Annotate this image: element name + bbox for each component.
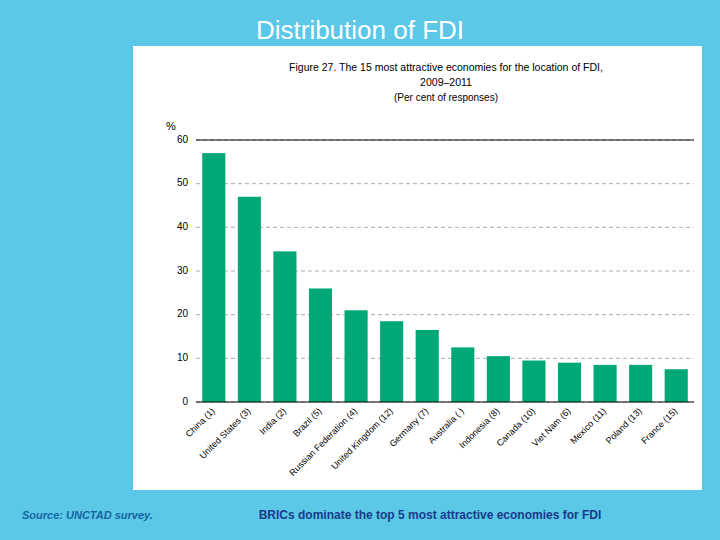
chart-title: Figure 27. The 15 most attractive econom… <box>289 61 603 73</box>
slide-title: Distribution of FDI <box>256 15 464 45</box>
grid-line <box>196 358 694 359</box>
x-tick-label: Germany (7) <box>388 406 431 449</box>
grid-line <box>196 227 694 228</box>
x-tick-label: Indonesia (8) <box>457 406 501 450</box>
grid-line <box>196 271 694 272</box>
x-tick-label: United States (3) <box>198 406 253 461</box>
x-tick-label: Viet Nam (6) <box>530 406 573 449</box>
bar <box>238 197 261 402</box>
y-tick-label: 40 <box>177 221 189 232</box>
content-panel <box>133 46 702 490</box>
bars <box>202 153 688 402</box>
bar <box>558 363 581 402</box>
bar <box>665 369 688 402</box>
grid-line <box>196 183 694 184</box>
x-tick-label: China (1) <box>184 406 217 439</box>
chart-title: 2009–2011 <box>420 76 472 88</box>
bar <box>202 153 225 402</box>
y-tick-label: 60 <box>177 134 189 145</box>
bar <box>273 251 296 402</box>
x-axis-line <box>196 402 694 403</box>
grid-line <box>196 402 694 403</box>
x-tick-label: Poland (13) <box>604 406 644 446</box>
y-tick-label: 0 <box>182 396 188 407</box>
y-tick-label: 20 <box>177 308 189 319</box>
bottom-text: BRICs dominate the top 5 most attractive… <box>259 508 602 522</box>
x-tick-label: India (2) <box>258 406 288 436</box>
source-text: Source: UNCTAD survey. <box>22 509 153 521</box>
x-tick-label: France (15) <box>639 406 679 446</box>
y-tick-label: 50 <box>177 177 189 188</box>
x-tick-label: United Kingdom (12) <box>329 406 394 471</box>
bar <box>309 288 332 402</box>
x-tick-label: Russian Federation (4) <box>287 406 359 478</box>
grid-line <box>196 314 694 315</box>
grid-line <box>196 140 694 141</box>
bar <box>380 321 403 402</box>
top-border <box>196 140 694 141</box>
bar <box>416 330 439 402</box>
y-tick-label: 30 <box>177 265 189 276</box>
x-tick-label: Mexico (11) <box>568 406 608 446</box>
y-axis-label: % <box>166 120 176 132</box>
bar <box>594 365 617 402</box>
bar <box>345 310 368 402</box>
x-tick-label: Brazil (5) <box>291 406 324 439</box>
bar <box>629 365 652 402</box>
bar <box>522 361 545 402</box>
grid <box>196 140 694 402</box>
slide: Distribution of FDI Figure 27. The 15 mos… <box>0 0 720 540</box>
y-tick-label: 10 <box>177 352 189 363</box>
bar <box>487 356 510 402</box>
chart-subtitle: (Per cent of responses) <box>394 92 498 103</box>
bar <box>451 347 474 402</box>
slide-background <box>0 0 720 540</box>
